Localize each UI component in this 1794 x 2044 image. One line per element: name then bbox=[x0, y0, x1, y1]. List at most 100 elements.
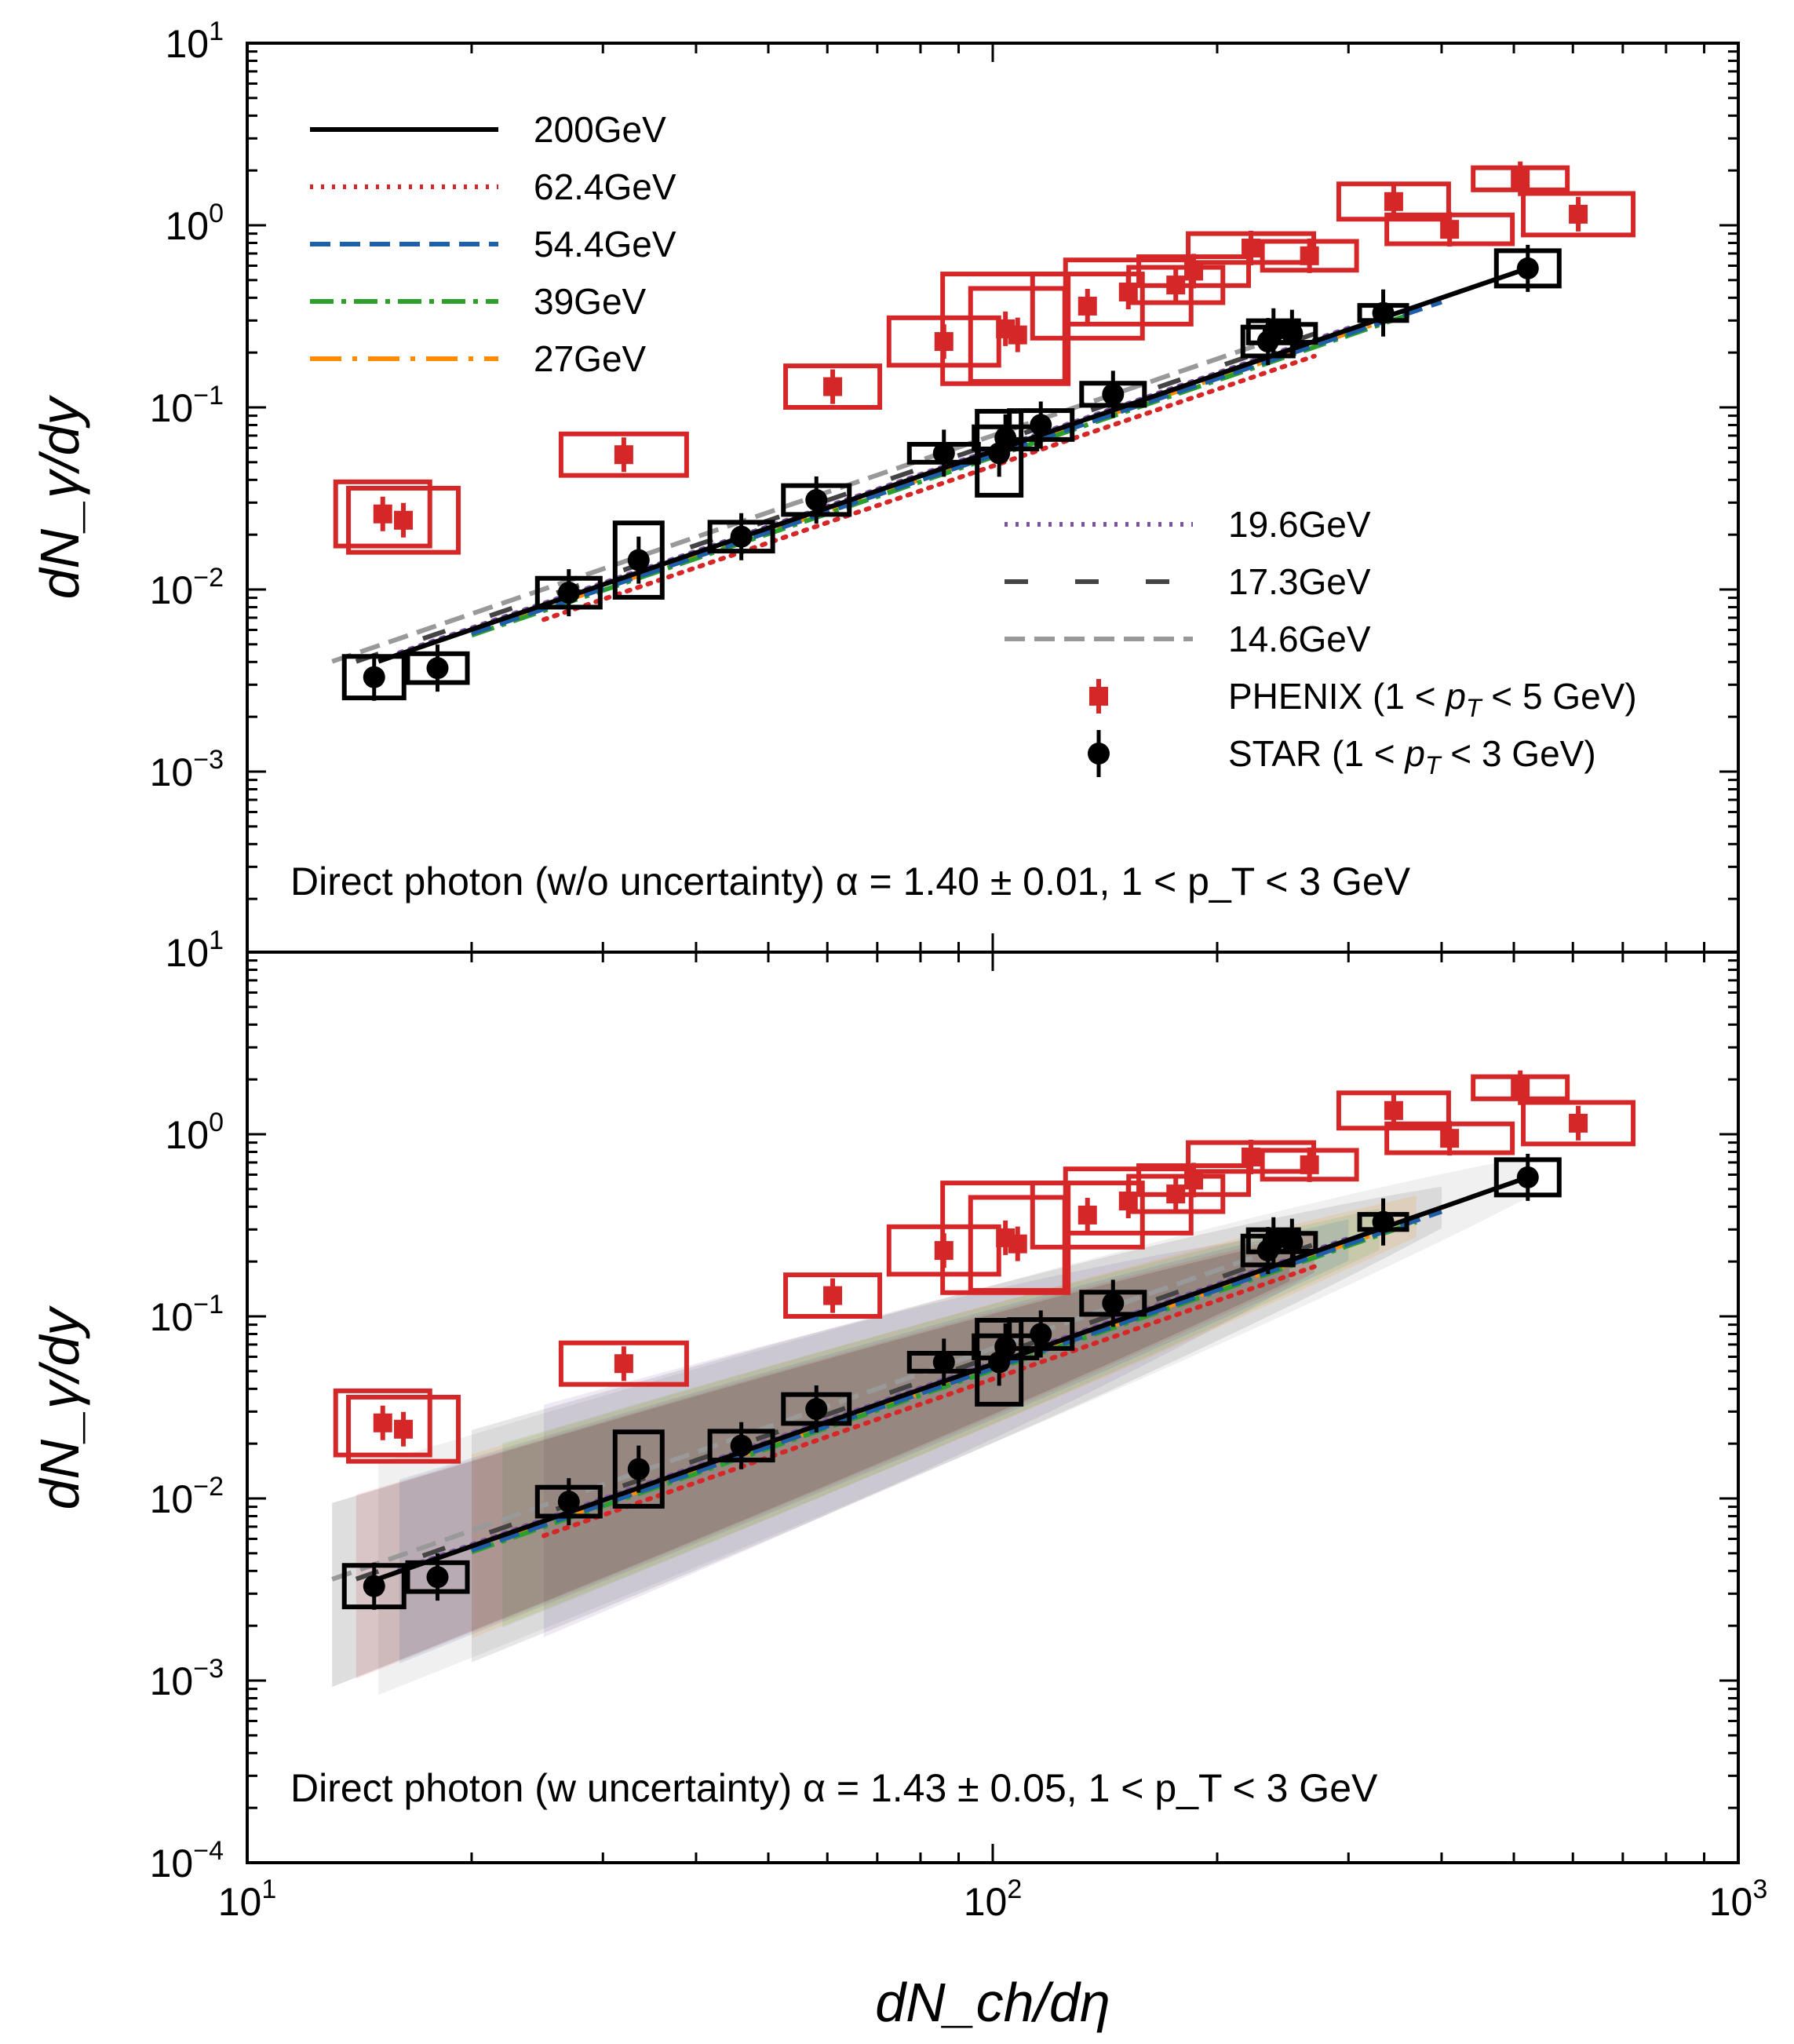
legend-bottom-right: 19.6GeV 17.3GeV 14.6GeV PHENIX (1 < pT < 5 … bbox=[1005, 504, 1637, 779]
phenix-point bbox=[614, 445, 633, 465]
phenix-syst-box bbox=[1336, 181, 1451, 222]
data-points bbox=[363, 1070, 1588, 1610]
curve-624GeV bbox=[541, 1264, 1317, 1538]
star-point bbox=[730, 1434, 753, 1457]
y-tick-label: 101 bbox=[165, 16, 224, 66]
curve-624GeV bbox=[541, 353, 1317, 622]
star-point bbox=[426, 657, 449, 680]
legend-top-left: 200GeV 62.4GeV 54.4GeV 39GeV 27GeV bbox=[310, 109, 676, 379]
phenix-syst-box bbox=[1336, 1090, 1451, 1131]
phenix-point bbox=[1184, 1170, 1204, 1190]
phenix-syst-box bbox=[1521, 191, 1636, 238]
y-tick-label: 101 bbox=[165, 925, 224, 975]
phenix-point bbox=[1118, 1192, 1138, 1211]
phenix-point bbox=[1118, 283, 1138, 302]
phenix-point bbox=[1166, 1184, 1186, 1204]
phenix-point bbox=[1569, 204, 1588, 224]
phenix-point bbox=[1511, 1078, 1530, 1097]
x-axis-label: dN_ch/dη bbox=[875, 1972, 1110, 2033]
phenix-point bbox=[1300, 246, 1319, 265]
legend-label: STAR (1 < pT < 3 GeV) bbox=[1228, 733, 1596, 779]
star-point bbox=[426, 1566, 449, 1589]
y-tick-label: 10−3 bbox=[150, 1654, 224, 1703]
phenix-syst-box bbox=[558, 1340, 689, 1387]
star-point bbox=[805, 489, 828, 512]
phenix-syst-box bbox=[1030, 272, 1145, 341]
phenix-syst-box bbox=[1063, 257, 1194, 327]
band-14.6GeV bbox=[332, 1239, 1290, 1688]
legend-label: PHENIX (1 < pT < 5 GeV) bbox=[1228, 676, 1637, 722]
star-syst-box bbox=[612, 520, 665, 600]
star-point bbox=[627, 549, 650, 571]
legend-label: 200GeV bbox=[534, 109, 666, 150]
curve-146GeV bbox=[331, 331, 1290, 664]
phenix-syst-box bbox=[558, 431, 689, 478]
axis-ticks bbox=[246, 951, 1738, 1864]
phenix-point bbox=[1440, 220, 1460, 239]
phenix-point bbox=[1184, 261, 1204, 281]
star-point bbox=[1372, 1210, 1395, 1233]
star-point bbox=[994, 426, 1017, 449]
star-point bbox=[363, 666, 385, 688]
phenix-syst-box bbox=[968, 1195, 1067, 1293]
star-point bbox=[557, 582, 580, 604]
phenix-point bbox=[614, 1354, 633, 1374]
phenix-syst-box bbox=[1063, 1166, 1194, 1236]
legend-label: 14.6GeV bbox=[1228, 619, 1371, 659]
star-point bbox=[994, 1335, 1017, 1358]
curve-173GeV bbox=[355, 331, 1315, 664]
y-tick-label: 100 bbox=[165, 1108, 224, 1157]
band-62.4GeV bbox=[544, 1231, 1315, 1637]
star-point bbox=[1516, 1166, 1539, 1188]
phenix-point bbox=[934, 1241, 954, 1261]
phenix-syst-box bbox=[968, 286, 1067, 384]
systematic-boxes bbox=[333, 1074, 1636, 1610]
star-point bbox=[627, 1458, 650, 1480]
star-point bbox=[1262, 320, 1285, 343]
star-point bbox=[1030, 414, 1052, 436]
bottom-y-tick-labels: 100 10−1 10−2 10−3 10−4 bbox=[150, 1108, 224, 1885]
star-point bbox=[1281, 322, 1304, 345]
legend-label: 39GeV bbox=[534, 281, 647, 322]
y-tick-label: 100 bbox=[165, 199, 224, 248]
x-tick-label: 101 bbox=[218, 1874, 277, 1924]
curve-173GeV bbox=[355, 1242, 1315, 1582]
phenix-point bbox=[1511, 169, 1530, 188]
y-tick-label: 10−4 bbox=[150, 1836, 224, 1885]
data-points bbox=[363, 161, 1588, 701]
phenix-syst-box bbox=[1521, 1100, 1636, 1147]
phenix-point bbox=[373, 1413, 392, 1433]
star-point bbox=[1281, 1231, 1304, 1254]
star-point bbox=[1262, 1229, 1285, 1252]
phenix-point bbox=[1300, 1155, 1319, 1174]
phenix-point bbox=[934, 332, 954, 352]
star-point bbox=[1372, 301, 1395, 324]
phenix-point bbox=[1008, 1234, 1027, 1254]
phenix-point bbox=[1242, 238, 1261, 257]
top-y-tick-labels: 101 100 10−1 10−2 10−3 101 bbox=[150, 16, 224, 975]
star-syst-box bbox=[975, 1317, 1024, 1407]
top-annotation: Direct photon (w/o uncertainty) α = 1.40… bbox=[290, 860, 1411, 903]
star-point bbox=[932, 1351, 955, 1374]
phenix-point bbox=[373, 504, 392, 524]
axis-ticks bbox=[246, 42, 1738, 952]
phenix-point bbox=[1384, 192, 1403, 211]
legend-swatch bbox=[1089, 687, 1108, 706]
star-point bbox=[1102, 1292, 1125, 1315]
star-syst-box bbox=[612, 1429, 665, 1509]
legend-label: 54.4GeV bbox=[534, 224, 676, 265]
phenix-point bbox=[1008, 325, 1027, 345]
phenix-point bbox=[1166, 276, 1186, 295]
star-point bbox=[805, 1398, 828, 1421]
bottom-panel: 100 10−1 10−2 10−3 10−4 Direct photon (w unc… bbox=[29, 951, 1740, 1885]
legend-swatch bbox=[1088, 743, 1110, 765]
phenix-syst-box bbox=[346, 485, 461, 555]
y-tick-label: 10−3 bbox=[150, 745, 224, 794]
legend-label: 17.3GeV bbox=[1228, 561, 1371, 602]
phenix-syst-box bbox=[783, 363, 883, 410]
star-point bbox=[1102, 383, 1125, 406]
star-point bbox=[1516, 257, 1539, 279]
star-syst-box bbox=[975, 408, 1024, 498]
star-point bbox=[557, 1491, 580, 1513]
